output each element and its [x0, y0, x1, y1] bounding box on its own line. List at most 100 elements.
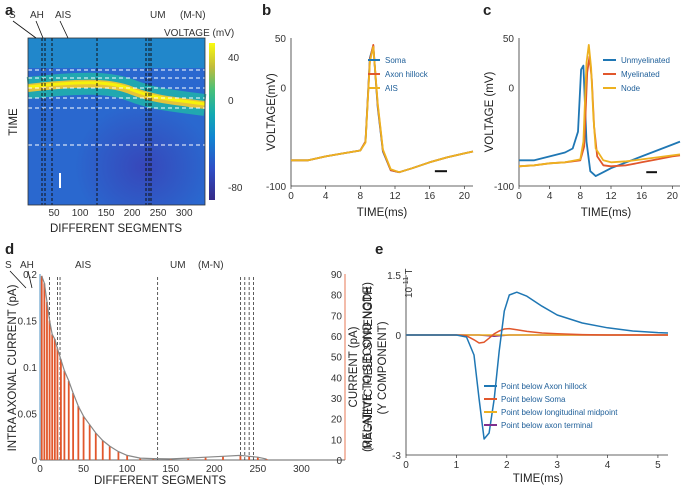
- legend-label: Unmyelinated: [621, 56, 670, 65]
- series-line: [406, 327, 668, 344]
- region-label: S: [5, 260, 12, 271]
- y-axis-subtitle: (Y COMPONENT): [377, 321, 389, 414]
- current-bar: [187, 458, 190, 460]
- y-tick-label: -100: [494, 182, 514, 193]
- y-tick-label: 0.05: [18, 410, 38, 421]
- series-line: [519, 64, 681, 178]
- current-bar: [101, 440, 104, 460]
- legend-label: Point below axon terminal: [501, 421, 593, 430]
- x-tick-label: 150: [162, 464, 179, 475]
- right-y-tick-label: 50: [331, 353, 343, 364]
- x-tick-label: 300: [293, 464, 310, 475]
- region-pointer-arrow: [35, 20, 44, 39]
- x-tick-label: 4: [547, 191, 553, 202]
- unit-base: 10: [404, 286, 415, 298]
- colorbar-tick-label: 0: [228, 96, 234, 107]
- current-bar: [256, 457, 259, 460]
- current-envelope-line: [41, 275, 267, 460]
- current-bar: [63, 370, 66, 460]
- x-tick-label: 1: [454, 460, 460, 471]
- x-tick-label: 20: [459, 191, 471, 202]
- right-y-tick-label: 80: [331, 291, 343, 302]
- region-pointer-arrow: [27, 270, 33, 289]
- right-y-tick-label: 60: [331, 332, 343, 343]
- current-bar: [67, 380, 70, 460]
- x-tick-label: 100: [72, 208, 89, 219]
- current-bar: [94, 433, 97, 460]
- x-tick-label: 3: [554, 460, 560, 471]
- region-label: AH: [30, 10, 44, 21]
- x-tick-label: 0: [516, 191, 522, 202]
- colorbar-title: VOLTAGE (mV): [164, 28, 234, 39]
- legend-label: AIS: [385, 84, 398, 93]
- x-tick-label: 8: [358, 191, 364, 202]
- colorbar-tick-label: 40: [228, 53, 240, 64]
- region-pointer-arrow: [12, 20, 37, 39]
- legend-label: Myelinated: [621, 70, 660, 79]
- y-tick-label: 0.2: [23, 270, 37, 281]
- x-axis-title: TIME(ms): [357, 207, 408, 219]
- current-bar: [265, 459, 268, 460]
- x-tick-label: 0: [403, 460, 409, 471]
- x-tick-label: 0: [288, 191, 294, 202]
- y-tick-label: 0: [508, 83, 514, 94]
- current-bar: [82, 416, 85, 460]
- x-tick-label: 5: [655, 460, 661, 471]
- y-tick-label: 0: [31, 456, 37, 467]
- y-axis-title: MAGNETIC FIELD STRENGTH: [363, 287, 375, 450]
- right-y-tick-label: 40: [331, 373, 343, 384]
- region-label: AH: [20, 260, 34, 271]
- y-tick-label: 1.5: [387, 271, 401, 282]
- series-line: [406, 291, 669, 440]
- current-bar: [48, 320, 51, 460]
- x-tick-label: 4: [323, 191, 329, 202]
- y-tick-label: 0.1: [23, 363, 37, 374]
- legend-label: Soma: [385, 56, 406, 65]
- unit-suffix: T: [404, 268, 415, 274]
- current-bar: [53, 339, 56, 460]
- x-tick-label: 100: [119, 464, 136, 475]
- current-bar: [77, 406, 80, 460]
- panel-label-d: d: [5, 241, 14, 258]
- region-label: AIS: [75, 260, 91, 271]
- legend-label: Node: [621, 84, 641, 93]
- legend-label: Point below longitudinal midpoint: [501, 408, 618, 417]
- x-tick-label: 20: [667, 191, 679, 202]
- panel-label-e: e: [375, 241, 383, 258]
- current-bar: [139, 458, 142, 460]
- x-tick-label: 8: [578, 191, 584, 202]
- x-tick-label: 12: [605, 191, 617, 202]
- x-tick-label: 150: [98, 208, 115, 219]
- series-line: [291, 45, 474, 174]
- x-tick-label: 0: [37, 464, 43, 475]
- right-y-tick-label: 30: [331, 394, 343, 405]
- y-axis-title: VOLTAGE(mV): [266, 73, 278, 151]
- region-label: UM: [150, 10, 166, 21]
- current-bar: [56, 348, 59, 460]
- colorbar: [209, 43, 215, 200]
- current-bar: [72, 393, 75, 460]
- y-axis-title: TIME: [8, 108, 20, 136]
- region-pointer-arrow: [9, 270, 27, 289]
- region-label: S: [9, 10, 16, 21]
- series-line: [518, 44, 681, 168]
- unit-label: 10-11 T: [401, 268, 415, 298]
- current-bar: [152, 458, 155, 460]
- current-bar: [117, 451, 120, 460]
- legend-label: Point below Soma: [501, 395, 566, 404]
- y-tick-label: 0: [280, 83, 286, 94]
- y-tick-label: 0: [395, 331, 401, 342]
- colorbar-tick-label: -80: [228, 183, 243, 194]
- panel-label-a: a: [5, 2, 14, 19]
- x-axis-title: TIME(ms): [513, 473, 564, 485]
- legend-label: Point below Axon hillock: [501, 382, 588, 391]
- x-tick-label: 200: [206, 464, 223, 475]
- right-y-tick-label: 0: [336, 456, 342, 467]
- x-tick-label: 50: [48, 208, 60, 219]
- x-axis-title: DIFFERENT SEGMENTS: [50, 223, 182, 235]
- region-label: (M-N): [180, 10, 206, 21]
- x-tick-label: 50: [78, 464, 90, 475]
- x-axis-title: TIME(ms): [581, 207, 632, 219]
- current-bar: [60, 359, 62, 460]
